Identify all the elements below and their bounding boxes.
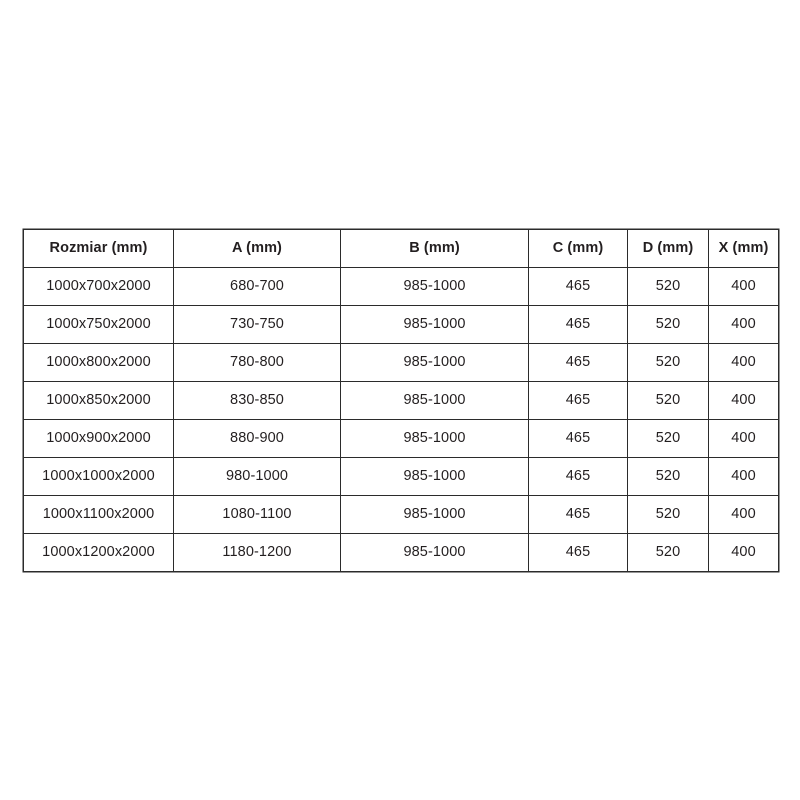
cell-d: 520 xyxy=(627,343,709,382)
cell-a: 730-750 xyxy=(173,305,341,344)
cell-size: 1000x800x2000 xyxy=(23,343,174,382)
cell-size: 1000x700x2000 xyxy=(23,267,174,306)
cell-b: 985-1000 xyxy=(340,305,529,344)
cell-a: 980-1000 xyxy=(173,457,341,496)
cell-size: 1000x850x2000 xyxy=(23,381,174,420)
column-header-c: C (mm) xyxy=(528,229,628,268)
cell-a: 1080-1100 xyxy=(173,495,341,534)
column-header-d: D (mm) xyxy=(627,229,709,268)
cell-x: 400 xyxy=(708,305,779,344)
cell-b: 985-1000 xyxy=(340,343,529,382)
cell-x: 400 xyxy=(708,533,779,572)
table-row: 1000x1000x2000 980-1000 985-1000 465 520… xyxy=(23,457,779,496)
cell-x: 400 xyxy=(708,267,779,306)
cell-c: 465 xyxy=(528,381,628,420)
table-row: 1000x700x2000 680-700 985-1000 465 520 4… xyxy=(23,267,779,306)
table-row: 1000x800x2000 780-800 985-1000 465 520 4… xyxy=(23,343,779,382)
table-row: 1000x750x2000 730-750 985-1000 465 520 4… xyxy=(23,305,779,344)
cell-d: 520 xyxy=(627,419,709,458)
table-row: 1000x1200x2000 1180-1200 985-1000 465 52… xyxy=(23,533,779,572)
cell-c: 465 xyxy=(528,305,628,344)
cell-x: 400 xyxy=(708,457,779,496)
cell-x: 400 xyxy=(708,343,779,382)
table-row: 1000x900x2000 880-900 985-1000 465 520 4… xyxy=(23,419,779,458)
cell-x: 400 xyxy=(708,381,779,420)
cell-size: 1000x1200x2000 xyxy=(23,533,174,572)
dimensions-table: Rozmiar (mm) A (mm) B (mm) C (mm) D (mm)… xyxy=(23,229,779,572)
column-header-a: A (mm) xyxy=(173,229,341,268)
cell-x: 400 xyxy=(708,495,779,534)
cell-a: 1180-1200 xyxy=(173,533,341,572)
cell-b: 985-1000 xyxy=(340,419,529,458)
cell-d: 520 xyxy=(627,533,709,572)
cell-b: 985-1000 xyxy=(340,495,529,534)
cell-a: 830-850 xyxy=(173,381,341,420)
cell-b: 985-1000 xyxy=(340,267,529,306)
cell-c: 465 xyxy=(528,533,628,572)
column-header-b: B (mm) xyxy=(340,229,529,268)
table-row: 1000x850x2000 830-850 985-1000 465 520 4… xyxy=(23,381,779,420)
table-header: Rozmiar (mm) A (mm) B (mm) C (mm) D (mm)… xyxy=(23,229,779,268)
table-row: 1000x1100x2000 1080-1100 985-1000 465 52… xyxy=(23,495,779,534)
cell-x: 400 xyxy=(708,419,779,458)
cell-a: 880-900 xyxy=(173,419,341,458)
table-header-row: Rozmiar (mm) A (mm) B (mm) C (mm) D (mm)… xyxy=(23,229,779,268)
cell-c: 465 xyxy=(528,343,628,382)
cell-size: 1000x900x2000 xyxy=(23,419,174,458)
cell-size: 1000x750x2000 xyxy=(23,305,174,344)
cell-d: 520 xyxy=(627,495,709,534)
cell-b: 985-1000 xyxy=(340,381,529,420)
cell-a: 680-700 xyxy=(173,267,341,306)
cell-d: 520 xyxy=(627,305,709,344)
cell-c: 465 xyxy=(528,267,628,306)
cell-d: 520 xyxy=(627,267,709,306)
table-body: 1000x700x2000 680-700 985-1000 465 520 4… xyxy=(23,267,779,572)
cell-b: 985-1000 xyxy=(340,457,529,496)
cell-c: 465 xyxy=(528,457,628,496)
cell-b: 985-1000 xyxy=(340,533,529,572)
column-header-size: Rozmiar (mm) xyxy=(23,229,174,268)
cell-a: 780-800 xyxy=(173,343,341,382)
cell-d: 520 xyxy=(627,457,709,496)
cell-d: 520 xyxy=(627,381,709,420)
cell-c: 465 xyxy=(528,419,628,458)
cell-size: 1000x1100x2000 xyxy=(23,495,174,534)
column-header-x: X (mm) xyxy=(708,229,779,268)
cell-c: 465 xyxy=(528,495,628,534)
cell-size: 1000x1000x2000 xyxy=(23,457,174,496)
